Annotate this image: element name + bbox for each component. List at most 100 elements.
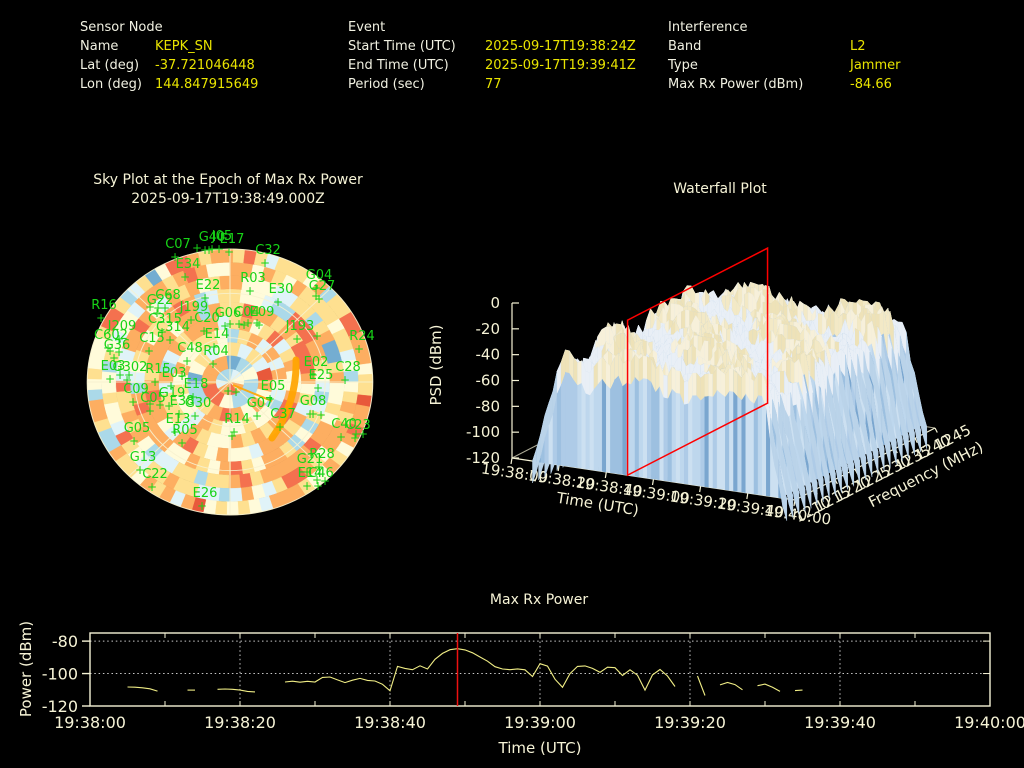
time-tick-label: 19:38:40 bbox=[354, 713, 426, 732]
power-tick-label: -100 bbox=[42, 665, 78, 684]
sky-satellite-labels: C07+G40+J05+E17+ C32+E34+E22+R03+ E30+G04+… bbox=[91, 229, 375, 513]
satellite-label: G08 bbox=[300, 394, 327, 409]
satellite-marker: + bbox=[170, 250, 180, 264]
psd-axis-tick-label: -40 bbox=[476, 346, 501, 364]
satellite-marker: + bbox=[96, 311, 106, 325]
satellite-marker: + bbox=[312, 329, 322, 343]
satellite-label: E38 bbox=[170, 394, 195, 409]
satellite-label: G21 bbox=[297, 452, 324, 467]
satellite-label: G19 bbox=[159, 386, 186, 401]
satellite-label: C68 bbox=[155, 288, 181, 303]
satellite-marker: + bbox=[234, 317, 244, 331]
satellite-label: E18 bbox=[184, 377, 209, 392]
satellite-marker: + bbox=[155, 398, 165, 412]
satellite-label: C32 bbox=[255, 243, 281, 258]
satellite-marker: + bbox=[150, 375, 160, 389]
satellite-label: E34 bbox=[176, 257, 201, 272]
satellite-label: E14 bbox=[205, 327, 230, 342]
satellite-marker: + bbox=[174, 407, 184, 421]
satellite-marker: + bbox=[124, 368, 134, 382]
time-tick-label: 19:39:00 bbox=[504, 713, 576, 732]
satellite-marker: + bbox=[254, 318, 264, 332]
satellite-marker: + bbox=[145, 300, 155, 314]
satellite-marker: + bbox=[292, 332, 302, 346]
satellite-marker: + bbox=[311, 281, 321, 295]
satellite-label: G302 bbox=[113, 360, 148, 375]
sensor-lon-label: Lon (deg) bbox=[80, 77, 142, 92]
satellite-label: R03 bbox=[240, 271, 266, 286]
sky-plot: C07+G40+J05+E17+ C32+E34+E22+R03+ E30+G04+… bbox=[86, 229, 375, 516]
satellite-label: C314 bbox=[156, 320, 190, 335]
timeseries-series bbox=[127, 648, 803, 696]
satellite-label: E25 bbox=[309, 368, 334, 383]
satellite-marker: + bbox=[190, 409, 200, 423]
satellite-label: C22 bbox=[142, 467, 168, 482]
event-period-label: Period (sec) bbox=[348, 77, 425, 92]
satellite-marker: + bbox=[192, 241, 202, 255]
satellite-label: J209 bbox=[107, 319, 137, 334]
satellite-marker: + bbox=[225, 317, 235, 331]
satellite-marker: + bbox=[204, 243, 214, 257]
event-end-label: End Time (UTC) bbox=[348, 58, 449, 73]
satellite-label: G07 bbox=[247, 396, 274, 411]
satellite-label: C48 bbox=[177, 341, 203, 356]
satellite-marker: + bbox=[308, 368, 318, 382]
satellite-marker: + bbox=[208, 357, 218, 371]
satellite-label: G30 bbox=[185, 396, 212, 411]
max-rx-power-line bbox=[127, 686, 158, 692]
satellite-marker: + bbox=[147, 480, 157, 494]
sky-track bbox=[232, 356, 300, 442]
satellite-marker: + bbox=[350, 431, 360, 445]
satellite-marker: + bbox=[103, 341, 113, 355]
max-rx-power-title: Max Rx Power bbox=[489, 592, 589, 608]
epoch-slice-plane bbox=[626, 246, 769, 477]
satellite-marker: + bbox=[188, 390, 198, 404]
psd-axis-tick-label: -80 bbox=[476, 397, 501, 415]
waterfall-plot-title: Waterfall Plot bbox=[673, 181, 767, 197]
satellite-marker: + bbox=[320, 474, 330, 488]
satellite-marker: + bbox=[336, 430, 346, 444]
satellite-label: C315 bbox=[148, 312, 182, 327]
satellite-marker: + bbox=[135, 463, 145, 477]
event-start-value: 2025-09-17T19:38:24Z bbox=[485, 39, 636, 54]
event-period-value: 77 bbox=[485, 77, 502, 92]
satellite-marker: + bbox=[245, 284, 255, 298]
satellite-marker: + bbox=[114, 332, 124, 346]
max-rx-power-line bbox=[284, 648, 676, 692]
satellite-marker: + bbox=[164, 399, 174, 413]
max-rx-power-line bbox=[217, 688, 256, 693]
interference-power-value: -84.66 bbox=[850, 77, 892, 92]
psd-axis-tick-label: -20 bbox=[476, 320, 501, 338]
psd-axis-tick-label: 0 bbox=[490, 294, 500, 312]
satellite-marker: + bbox=[229, 425, 239, 439]
satellite-label: R05 bbox=[172, 423, 198, 438]
satellite-marker: + bbox=[308, 407, 318, 421]
satellite-label: C37 bbox=[270, 407, 296, 422]
sensor-node-section-title: Sensor Node bbox=[80, 20, 163, 35]
satellite-marker: + bbox=[305, 407, 315, 421]
sky-plot-title: Sky Plot at the Epoch of Max Rx Power bbox=[93, 172, 363, 188]
sky-track-arc bbox=[268, 356, 300, 442]
psd-axis-tick-label: -100 bbox=[466, 423, 500, 441]
max-rx-power-line bbox=[794, 689, 803, 692]
satellite-marker: + bbox=[182, 354, 192, 368]
satellite-marker: + bbox=[209, 340, 219, 354]
satellite-label: C28 bbox=[335, 360, 361, 375]
satellite-marker: + bbox=[170, 425, 180, 439]
satellite-label: R04 bbox=[203, 344, 229, 359]
interference-type-label: Type bbox=[668, 58, 698, 73]
timeseries-grid bbox=[90, 633, 990, 706]
satellite-marker: + bbox=[122, 373, 132, 387]
satellite-marker: + bbox=[313, 381, 323, 395]
satellite-marker: + bbox=[180, 270, 190, 284]
sensor-name-label: Name bbox=[80, 39, 119, 54]
satellite-label: J193 bbox=[285, 319, 315, 334]
satellite-marker: + bbox=[239, 318, 249, 332]
max-rx-power-line bbox=[757, 683, 781, 692]
satellite-marker: + bbox=[223, 384, 233, 398]
power-tick-label: -80 bbox=[52, 632, 78, 651]
satellite-label: E26 bbox=[193, 486, 218, 501]
